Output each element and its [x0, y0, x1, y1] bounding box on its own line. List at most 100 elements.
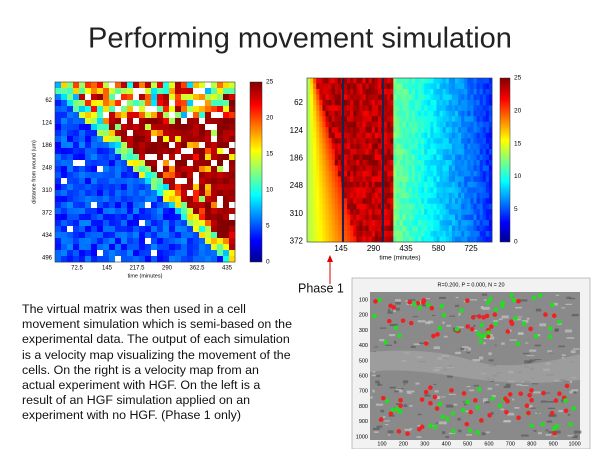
heatmap-cell [325, 170, 329, 177]
texture [380, 409, 385, 413]
heatmap-cell [313, 143, 317, 150]
heatmap-cell [344, 88, 348, 95]
heatmap-cell [73, 106, 80, 113]
texture [408, 299, 416, 301]
heatmap-cell [91, 112, 98, 119]
texture [472, 359, 481, 362]
heatmap-cell [402, 170, 406, 177]
heatmap-cell [458, 83, 462, 90]
heatmap-cell [310, 214, 314, 221]
texture [452, 403, 458, 406]
heatmap-cell [433, 231, 437, 237]
heatmap-cell [430, 83, 434, 90]
heatmap-cell [476, 99, 480, 106]
heatmap-cell [175, 160, 182, 167]
heatmap-cell [467, 138, 471, 144]
heatmap-cell [151, 112, 158, 119]
heatmap-cell [229, 82, 236, 89]
green-dot [465, 298, 470, 303]
green-dot [394, 406, 400, 412]
heatmap-cell [433, 170, 437, 177]
heatmap-cell [133, 142, 140, 149]
heatmap-cell [430, 105, 434, 112]
texture [553, 430, 561, 434]
heatmap-cell [384, 192, 388, 199]
y-tick-label: 700 [359, 389, 368, 395]
red-dot [397, 333, 402, 339]
heatmap-cell [347, 176, 351, 183]
heatmap-cell [347, 203, 351, 210]
heatmap-cell [485, 99, 490, 106]
heatmap-cell [411, 181, 416, 188]
heatmap-cell [169, 226, 176, 233]
heatmap-cell [439, 132, 443, 139]
heatmap-cell [411, 116, 416, 123]
heatmap-cell [205, 184, 212, 191]
heatmap-cell [187, 106, 194, 113]
heatmap-cell [448, 192, 453, 199]
green-dot [493, 321, 498, 327]
heatmap-cell [322, 187, 326, 194]
heatmap-cell [229, 94, 236, 101]
texture [481, 432, 486, 436]
heatmap-cell [145, 208, 152, 215]
heatmap-cell [473, 198, 477, 205]
green-dot [398, 403, 403, 408]
red-dot [441, 312, 447, 318]
heatmap-cell [371, 225, 376, 232]
heatmap-cell [427, 170, 431, 177]
heatmap-cell [356, 220, 360, 226]
heatmap-cell [313, 83, 317, 90]
heatmap-cell [455, 231, 459, 237]
heatmap-cell [79, 166, 86, 173]
texture [511, 398, 515, 401]
heatmap-cell [310, 160, 314, 166]
heatmap-cell [229, 232, 236, 239]
heatmap-cell [371, 154, 376, 161]
heatmap-cell [115, 142, 122, 149]
heatmap-cell [85, 148, 92, 155]
heatmap-cell [451, 198, 456, 205]
heatmap-cell [405, 154, 410, 161]
heatmap-cell [217, 154, 224, 161]
y-tick-label: 124 [290, 126, 304, 135]
heatmap-cell [390, 88, 394, 95]
heatmap-cell [139, 190, 146, 197]
heatmap-cell [387, 149, 391, 155]
y-tick-label: 62 [45, 98, 52, 104]
heatmap-cell [169, 94, 176, 101]
heatmap-cell [451, 165, 456, 172]
heatmap-cell [399, 78, 403, 84]
heatmap-cell [359, 154, 363, 161]
texture [524, 360, 531, 364]
heatmap-cell [205, 112, 212, 119]
texture [389, 386, 397, 389]
heatmap-cell [421, 209, 425, 215]
heatmap-cell [455, 110, 459, 117]
heatmap-cell [133, 232, 140, 239]
texture [498, 318, 503, 321]
heatmap-cell [337, 203, 342, 210]
heatmap-cell [319, 165, 323, 172]
heatmap-cell [445, 88, 450, 95]
heatmap-cell [109, 82, 116, 89]
heatmap-cell [442, 192, 447, 199]
heatmap-cell [384, 225, 388, 232]
heatmap-cell [433, 225, 437, 232]
texture [538, 432, 543, 435]
heatmap-cell [368, 78, 373, 84]
heatmap-cell [319, 149, 323, 155]
red-dot [468, 428, 473, 434]
heatmap-cell [414, 165, 419, 172]
heatmap-cell [151, 106, 158, 113]
heatmap-cell [181, 130, 188, 137]
heatmap-cell [151, 130, 158, 137]
heatmap-cell [445, 231, 450, 237]
heatmap-cell [91, 184, 98, 191]
heatmap-cell [334, 214, 339, 221]
heatmap-cell [377, 214, 382, 221]
heatmap-cell [436, 214, 440, 221]
heatmap-cell [121, 160, 128, 167]
heatmap-cell [316, 214, 320, 221]
heatmap-cell [319, 160, 323, 166]
